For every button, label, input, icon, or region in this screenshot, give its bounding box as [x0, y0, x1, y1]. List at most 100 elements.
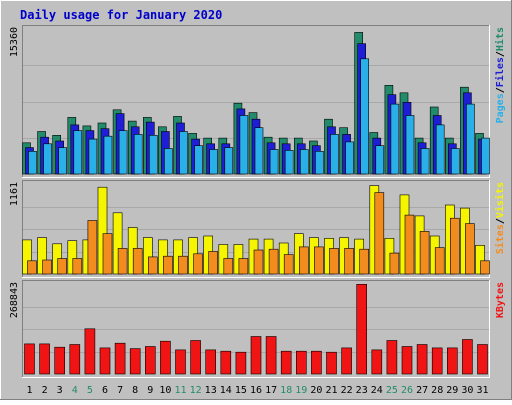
x-tick-label-day-27: 27: [416, 385, 428, 396]
x-tick-label-day-23: 23: [356, 385, 368, 396]
x-tick-label-day-18: 18: [280, 385, 292, 396]
bar-pages-day-4: [73, 130, 83, 175]
bar-pages-day-16: [254, 127, 264, 175]
bar-pages-day-13: [209, 149, 218, 175]
bar-pages-day-6: [103, 135, 113, 175]
bar-kbytes-day-11: [175, 349, 186, 375]
legend-separator: /: [495, 218, 506, 224]
bar-sites-day-12: [193, 253, 203, 275]
x-tick-label-day-16: 16: [250, 385, 262, 396]
x-tick-label-day-26: 26: [401, 385, 413, 396]
bar-pages-day-29: [450, 148, 460, 175]
bar-sites-day-9: [148, 256, 158, 275]
x-tick-label-day-8: 8: [132, 385, 138, 396]
bar-kbytes-day-1: [24, 343, 35, 375]
x-tick-label-day-6: 6: [102, 385, 108, 396]
panel-kbytes: 268843 KBytes: [9, 280, 506, 378]
bar-pages-day-27: [420, 148, 430, 175]
x-tick-label-day-31: 31: [476, 385, 488, 396]
bar-kbytes-day-22: [341, 347, 352, 375]
x-tick-label-day-10: 10: [159, 385, 171, 396]
x-tick-label-day-17: 17: [265, 385, 277, 396]
x-tick-label-day-15: 15: [235, 385, 247, 396]
bar-kbytes-day-18: [280, 350, 292, 375]
bar-sites-day-4: [72, 258, 83, 275]
bar-sites-day-15: [238, 258, 249, 275]
bar-pages-day-9: [149, 135, 158, 175]
bar-kbytes-day-10: [160, 340, 171, 375]
bar-pages-day-30: [466, 103, 475, 175]
legend-entry-visits: Visits: [494, 182, 506, 218]
bar-sites-day-18: [283, 254, 294, 275]
bar-sites-day-2: [42, 259, 52, 275]
bar-pages-day-8: [133, 134, 143, 175]
x-tick-label-day-3: 3: [57, 385, 63, 396]
chart-title: Daily usage for January 2020: [20, 8, 222, 22]
bar-sites-day-24: [374, 192, 385, 275]
bar-pages-day-5: [88, 138, 98, 175]
x-axis-labels: 1 2 3 4 5 6 7 8 9 10 11 12 13 14 15 16 17 18 19 20 21 22 23 24 2…: [26, 385, 488, 396]
legend-separator: /: [495, 51, 506, 57]
bar-kbytes-day-16: [250, 336, 262, 375]
bar-kbytes-day-2: [39, 343, 50, 375]
bar-sites-day-13: [208, 251, 218, 275]
bar-kbytes-day-31: [477, 344, 488, 375]
x-tick-label-day-25: 25: [386, 385, 398, 396]
legend-entry-kbytes: KBytes: [495, 282, 506, 318]
x-tick-label-day-30: 30: [461, 385, 473, 396]
bar-pages-day-7: [118, 130, 128, 175]
legend-hits-files-pages: Pages/Files/Hits: [494, 27, 506, 123]
bar-sites-day-20: [314, 246, 324, 275]
legend-entry-sites: Sites: [494, 224, 506, 254]
legend-entry-pages: Pages: [495, 93, 506, 123]
bar-visits-day-7: [112, 212, 123, 275]
bar-sites-day-1: [27, 260, 37, 275]
bar-sites-day-26: [404, 214, 415, 275]
bar-kbytes-day-13: [205, 349, 216, 375]
x-tick-label-day-11: 11: [174, 385, 186, 396]
bar-pages-day-26: [405, 115, 415, 175]
bar-kbytes-day-4: [69, 344, 81, 375]
bar-pages-day-18: [284, 150, 294, 175]
bar-pages-day-21: [330, 134, 339, 175]
panel-visits-sites: 1161 Sites/Visits: [9, 180, 506, 278]
bar-sites-day-10: [163, 255, 173, 275]
bar-kbytes-day-15: [235, 351, 247, 375]
bar-sites-day-3: [57, 258, 68, 275]
bar-kbytes-day-24: [371, 349, 383, 375]
bar-kbytes-day-20: [311, 350, 322, 375]
bar-kbytes-day-14: [220, 350, 232, 375]
x-tick-label-day-21: 21: [325, 385, 337, 396]
bar-kbytes-day-19: [295, 350, 307, 375]
bar-pages-day-24: [375, 145, 385, 175]
bar-visits-day-4: [67, 240, 78, 275]
bar-sites-day-8: [132, 248, 143, 275]
bar-sites-day-22: [344, 248, 354, 275]
bar-sites-day-31: [480, 260, 490, 275]
bar-pages-day-14: [224, 147, 234, 175]
bar-kbytes-day-25: [386, 340, 398, 375]
bar-sites-day-27: [419, 231, 430, 275]
bar-pages-day-3: [58, 147, 68, 175]
bar-pages-day-31: [481, 137, 490, 175]
bar-pages-day-11: [179, 131, 188, 175]
bar-visits-day-31: [475, 245, 485, 275]
bar-pages-day-20: [315, 151, 324, 175]
bar-kbytes-day-28: [431, 347, 443, 375]
bar-pages-day-22: [345, 141, 354, 175]
x-tick-label-day-12: 12: [190, 385, 202, 396]
bar-sites-day-11: [178, 255, 188, 275]
bar-kbytes-day-3: [54, 346, 66, 375]
bar-kbytes-day-8: [129, 348, 141, 375]
bar-sites-day-14: [223, 258, 234, 275]
x-tick-label-day-9: 9: [147, 385, 153, 396]
bar-sites-day-21: [329, 248, 339, 275]
x-tick-label-day-4: 4: [72, 385, 78, 396]
bar-visits-day-6: [97, 186, 108, 275]
bar-pages-day-1: [28, 151, 37, 175]
x-tick-label-day-5: 5: [87, 385, 93, 396]
x-tick-label-day-28: 28: [431, 385, 443, 396]
x-tick-label-day-19: 19: [295, 385, 307, 396]
x-tick-label-day-13: 13: [205, 385, 217, 396]
